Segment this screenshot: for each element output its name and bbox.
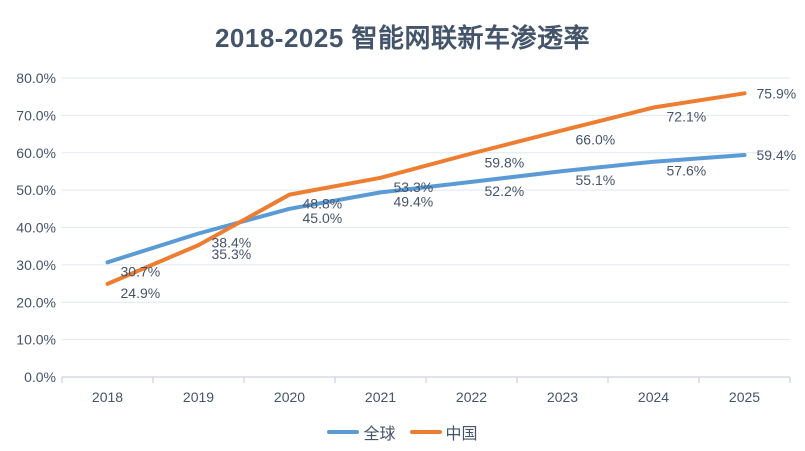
data-label-global: 49.4% bbox=[394, 193, 434, 209]
data-label-china: 24.9% bbox=[121, 285, 161, 301]
y-axis-label: 80.0% bbox=[16, 70, 56, 86]
x-axis-label: 2021 bbox=[365, 389, 396, 405]
x-axis-label: 2018 bbox=[92, 389, 123, 405]
data-label-china: 75.9% bbox=[757, 85, 797, 101]
x-axis-label: 2022 bbox=[456, 389, 487, 405]
x-axis-label: 2019 bbox=[183, 389, 214, 405]
series-line-china bbox=[105, 91, 747, 286]
y-axis-label: 10.0% bbox=[16, 332, 56, 348]
y-axis-label: 0.0% bbox=[24, 369, 56, 385]
chart-title: 2018-2025 智能网联新车渗透率 bbox=[214, 23, 591, 53]
legend-item-china: 中国 bbox=[409, 420, 478, 444]
data-label-china: 59.8% bbox=[485, 154, 525, 170]
data-label-china: 35.3% bbox=[212, 246, 252, 262]
data-label-china: 72.1% bbox=[667, 109, 707, 125]
data-label-global: 45.0% bbox=[303, 210, 343, 226]
y-axis-label: 60.0% bbox=[16, 145, 56, 161]
x-axis-label: 2023 bbox=[547, 389, 578, 405]
data-label-global: 55.1% bbox=[576, 172, 616, 188]
y-axis-label: 30.0% bbox=[16, 257, 56, 273]
data-label-china: 66.0% bbox=[576, 131, 616, 147]
x-axis-label: 2020 bbox=[274, 389, 305, 405]
legend: 全球 中国 bbox=[0, 420, 805, 444]
y-axis-label: 20.0% bbox=[16, 294, 56, 310]
data-label-china: 53.3% bbox=[394, 179, 434, 195]
data-label-global: 52.2% bbox=[485, 183, 525, 199]
y-axis-label: 70.0% bbox=[16, 107, 56, 123]
legend-swatch-china bbox=[409, 430, 442, 434]
legend-label-china: 中国 bbox=[445, 426, 478, 443]
y-axis-label: 40.0% bbox=[16, 220, 56, 236]
data-label-global: 38.4% bbox=[212, 234, 252, 250]
legend-swatch-global bbox=[327, 430, 360, 434]
series-line-global bbox=[105, 153, 747, 265]
data-label-global: 59.4% bbox=[757, 147, 797, 163]
data-label-china: 48.8% bbox=[303, 196, 343, 212]
legend-label-global: 全球 bbox=[363, 426, 396, 443]
x-axis-label: 2024 bbox=[638, 389, 669, 405]
data-label-global: 57.6% bbox=[667, 163, 707, 179]
data-label-global: 30.7% bbox=[121, 263, 161, 279]
legend-item-global: 全球 bbox=[327, 420, 396, 444]
x-axis-label: 2025 bbox=[729, 389, 760, 405]
y-axis-label: 50.0% bbox=[16, 182, 56, 198]
